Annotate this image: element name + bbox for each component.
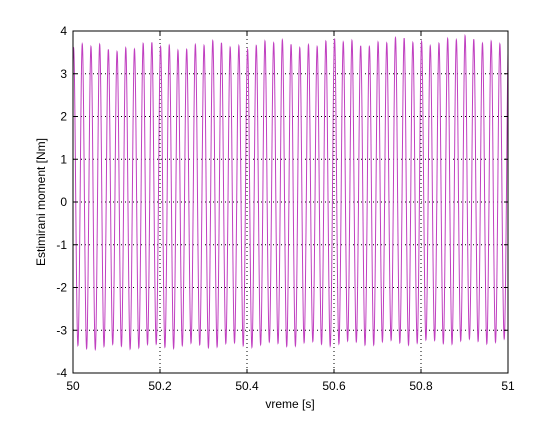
x-tick-labels: 50 50.2 50.4 50.6 50.8 51 — [66, 379, 515, 393]
y-axis-label: Estimirani moment [Nm] — [34, 138, 48, 266]
y-tick-label: -4 — [56, 366, 67, 380]
y-tick-label: -1 — [56, 238, 67, 252]
series-line-0 — [73, 33, 508, 352]
y-tick-label: -3 — [56, 323, 67, 337]
y-tick-label: 4 — [60, 24, 67, 38]
x-tick-label: 50.6 — [322, 379, 346, 393]
x-tick-label: 50.2 — [148, 379, 172, 393]
x-tick-label: 50.4 — [235, 379, 259, 393]
y-tick-label: -2 — [56, 281, 67, 295]
ticks — [72, 30, 509, 374]
y-tick-label: 1 — [60, 152, 67, 166]
y-tick-label: 0 — [60, 195, 67, 209]
y-tick-label: 3 — [60, 67, 67, 81]
y-tick-labels: 4 3 2 1 0 -1 -2 -3 -4 — [56, 24, 67, 380]
x-tick-label: 50 — [66, 379, 80, 393]
x-tick-label: 50.8 — [409, 379, 433, 393]
x-axis-label: vreme [s] — [265, 397, 314, 411]
series-layer — [73, 33, 508, 352]
y-tick-label: 2 — [60, 110, 67, 124]
x-tick-label: 51 — [501, 379, 515, 393]
